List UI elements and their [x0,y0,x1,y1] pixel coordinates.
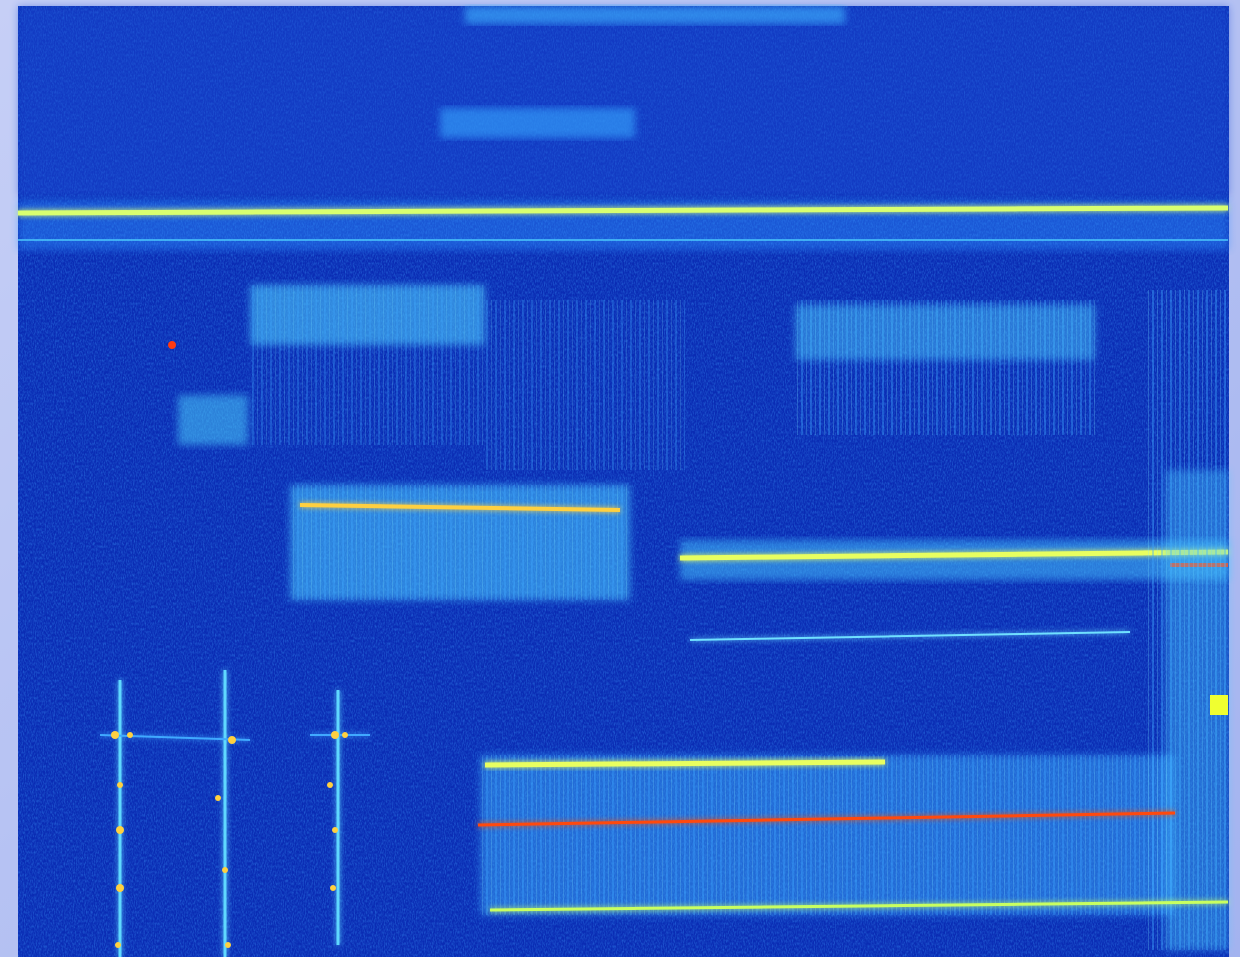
top-region [18,6,1229,196]
main-horizontal-line [17,200,1229,250]
block-middle [290,485,630,600]
left-structure [25,270,300,560]
block-lower [477,755,1229,915]
lower-left-columns [99,670,370,957]
lower-left-dots [111,731,348,948]
line-middle-right [679,540,1229,669]
block-upper-left [250,285,685,470]
block-upper-right [795,300,1095,435]
right-edge-structure [1145,290,1229,950]
